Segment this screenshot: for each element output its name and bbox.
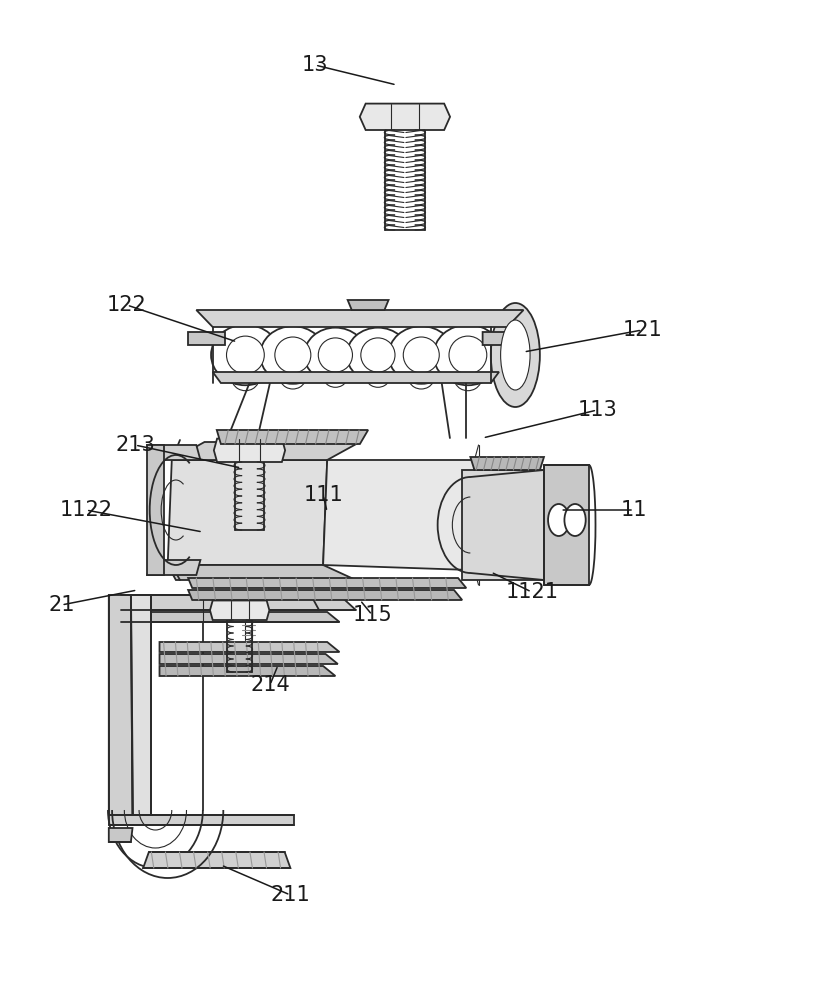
- Ellipse shape: [389, 326, 454, 384]
- Ellipse shape: [361, 338, 395, 372]
- Text: 11: 11: [621, 500, 647, 520]
- Ellipse shape: [449, 336, 487, 374]
- Polygon shape: [188, 578, 466, 588]
- Ellipse shape: [260, 326, 326, 384]
- Polygon shape: [217, 430, 368, 444]
- Polygon shape: [121, 595, 356, 610]
- Ellipse shape: [501, 320, 530, 390]
- Text: 1122: 1122: [60, 500, 112, 520]
- Polygon shape: [188, 590, 462, 600]
- Polygon shape: [143, 852, 290, 868]
- Polygon shape: [147, 445, 200, 460]
- Polygon shape: [147, 445, 164, 575]
- Polygon shape: [131, 595, 151, 815]
- Text: 113: 113: [578, 400, 617, 420]
- Polygon shape: [483, 332, 528, 345]
- Polygon shape: [470, 457, 544, 470]
- Ellipse shape: [403, 337, 439, 373]
- Text: 213: 213: [115, 435, 155, 455]
- Text: 121: 121: [622, 320, 662, 340]
- Ellipse shape: [434, 325, 502, 385]
- Polygon shape: [210, 600, 269, 620]
- Ellipse shape: [275, 337, 311, 373]
- Text: 214: 214: [250, 675, 290, 695]
- Text: 13: 13: [302, 55, 328, 75]
- Polygon shape: [121, 612, 339, 622]
- Polygon shape: [188, 332, 225, 345]
- Polygon shape: [348, 300, 389, 310]
- Ellipse shape: [548, 504, 569, 536]
- Polygon shape: [109, 815, 294, 825]
- Text: 211: 211: [271, 885, 310, 905]
- Polygon shape: [109, 595, 133, 815]
- Ellipse shape: [564, 504, 586, 536]
- Text: 115: 115: [353, 605, 392, 625]
- Polygon shape: [360, 104, 450, 130]
- Polygon shape: [544, 465, 589, 585]
- Ellipse shape: [347, 328, 409, 382]
- Text: 1121: 1121: [506, 582, 558, 602]
- Text: 111: 111: [303, 485, 343, 505]
- Polygon shape: [109, 828, 133, 842]
- Text: 21: 21: [48, 595, 74, 615]
- Ellipse shape: [304, 328, 366, 382]
- Polygon shape: [160, 654, 338, 664]
- Ellipse shape: [491, 303, 540, 407]
- Polygon shape: [160, 666, 335, 676]
- Polygon shape: [147, 560, 200, 575]
- Polygon shape: [196, 310, 524, 327]
- Polygon shape: [213, 372, 499, 383]
- Text: 122: 122: [107, 295, 146, 315]
- Polygon shape: [168, 460, 327, 565]
- Polygon shape: [213, 439, 285, 462]
- Ellipse shape: [227, 336, 264, 374]
- Ellipse shape: [318, 338, 353, 372]
- Polygon shape: [323, 460, 474, 570]
- Polygon shape: [462, 470, 556, 580]
- Ellipse shape: [211, 325, 280, 385]
- Polygon shape: [168, 565, 356, 580]
- Polygon shape: [160, 642, 339, 652]
- Polygon shape: [172, 442, 360, 460]
